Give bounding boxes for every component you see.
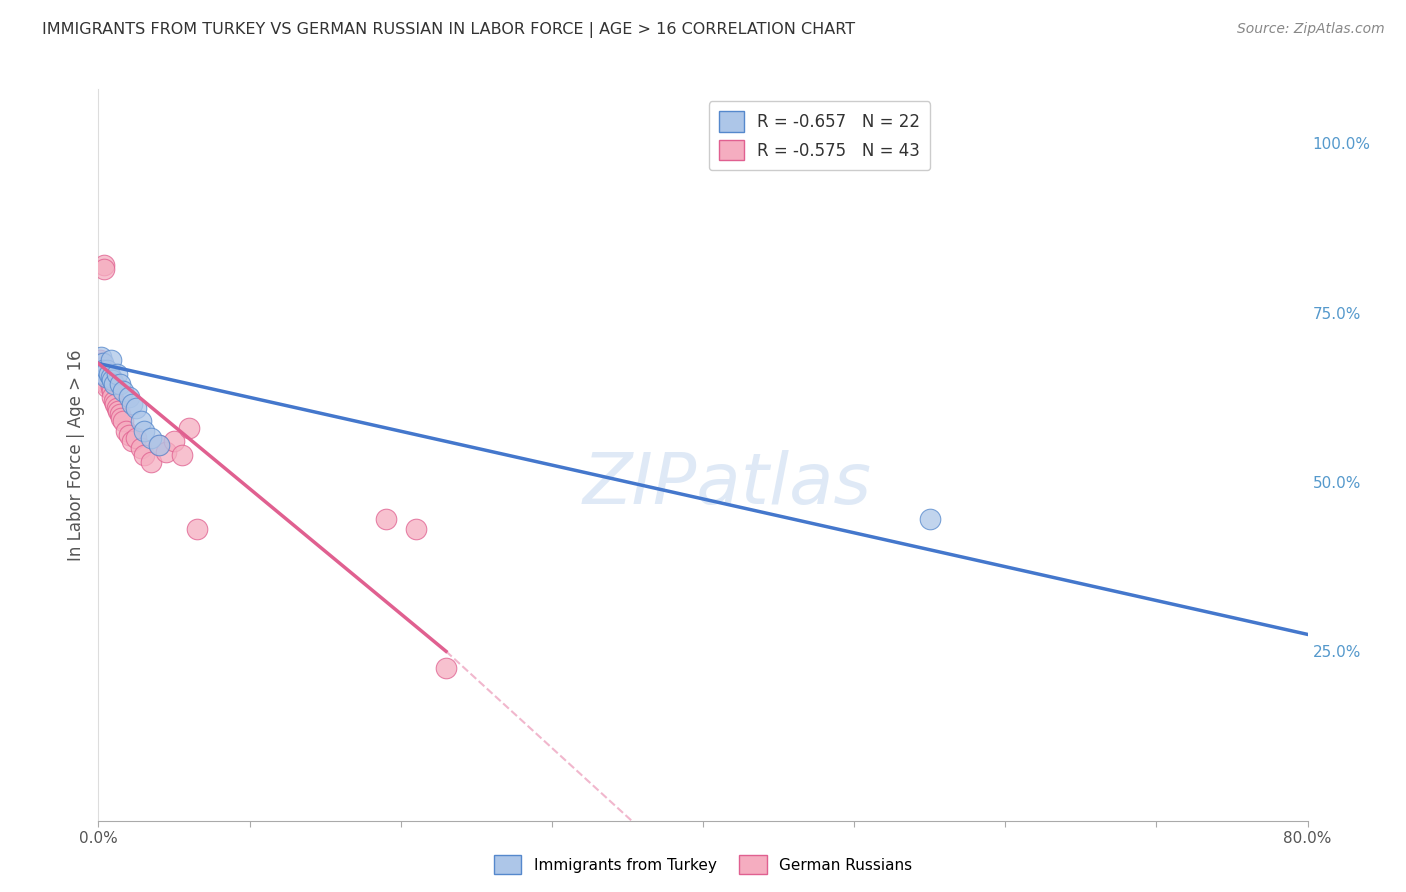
Point	[132, 448, 155, 462]
Point	[118, 427, 141, 442]
Point	[108, 376, 131, 391]
Point	[94, 370, 117, 384]
Point	[90, 370, 112, 384]
Point	[918, 512, 941, 526]
Point	[90, 350, 112, 364]
Point	[111, 384, 134, 398]
Point	[434, 661, 457, 675]
Point	[374, 512, 396, 526]
Point	[129, 441, 152, 455]
Point	[105, 401, 128, 415]
Point	[104, 397, 127, 411]
Point	[98, 373, 121, 387]
Point	[91, 359, 114, 374]
Text: ZIPatlas: ZIPatlas	[582, 450, 872, 518]
Point	[96, 363, 118, 377]
Point	[103, 376, 125, 391]
Point	[91, 363, 114, 377]
Point	[91, 357, 114, 371]
Legend: R = -0.657   N = 22, R = -0.575   N = 43: R = -0.657 N = 22, R = -0.575 N = 43	[709, 101, 931, 170]
Point	[125, 431, 148, 445]
Point	[96, 376, 118, 391]
Point	[105, 367, 128, 381]
Point	[93, 258, 115, 272]
Point	[90, 363, 112, 377]
Point	[132, 424, 155, 438]
Point	[98, 367, 121, 381]
Point	[100, 370, 122, 384]
Point	[93, 367, 115, 381]
Point	[148, 438, 170, 452]
Point	[101, 373, 124, 387]
Point	[405, 523, 427, 537]
Point	[148, 438, 170, 452]
Point	[94, 370, 117, 384]
Point	[93, 359, 115, 374]
Point	[100, 376, 122, 391]
Point	[100, 380, 122, 394]
Point	[121, 434, 143, 449]
Point	[90, 357, 112, 371]
Legend: Immigrants from Turkey, German Russians: Immigrants from Turkey, German Russians	[488, 849, 918, 880]
Point	[91, 367, 114, 381]
Point	[121, 397, 143, 411]
Point	[89, 353, 111, 368]
Point	[111, 414, 134, 428]
Point	[179, 421, 201, 435]
Point	[101, 384, 124, 398]
Text: Source: ZipAtlas.com: Source: ZipAtlas.com	[1237, 22, 1385, 37]
Point	[125, 401, 148, 415]
Point	[155, 444, 177, 458]
Point	[101, 390, 124, 404]
Point	[129, 414, 152, 428]
Point	[186, 523, 208, 537]
Point	[103, 393, 125, 408]
Point	[141, 455, 163, 469]
Point	[100, 353, 122, 368]
Point	[110, 410, 132, 425]
Point	[96, 380, 118, 394]
Point	[93, 261, 115, 276]
Point	[118, 390, 141, 404]
Point	[141, 431, 163, 445]
Point	[94, 367, 117, 381]
Y-axis label: In Labor Force | Age > 16: In Labor Force | Age > 16	[66, 349, 84, 561]
Point	[170, 448, 193, 462]
Point	[98, 367, 121, 381]
Point	[114, 424, 136, 438]
Point	[108, 407, 131, 421]
Point	[163, 434, 186, 449]
Point	[107, 404, 129, 418]
Point	[94, 373, 117, 387]
Text: IMMIGRANTS FROM TURKEY VS GERMAN RUSSIAN IN LABOR FORCE | AGE > 16 CORRELATION C: IMMIGRANTS FROM TURKEY VS GERMAN RUSSIAN…	[42, 22, 855, 38]
